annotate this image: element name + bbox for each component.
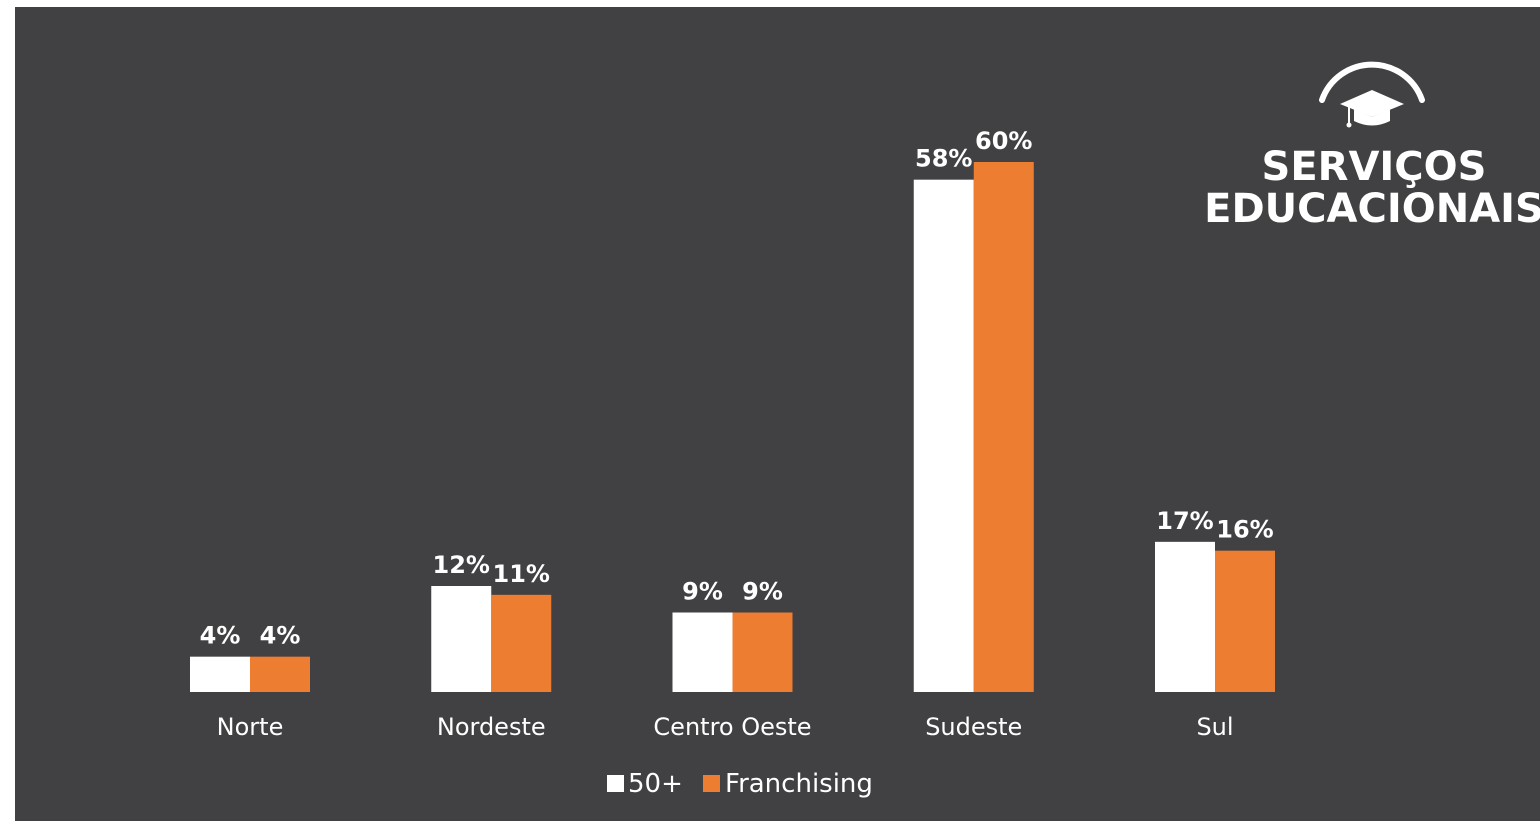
bar-franchising-centro-oeste xyxy=(732,612,793,692)
value-label-franchising-norte: 4% xyxy=(260,622,301,650)
bar-franchising-nordeste xyxy=(491,594,552,692)
value-label-franchising-sudeste: 60% xyxy=(975,127,1032,155)
legend-swatch-franchising xyxy=(703,775,720,792)
value-label-50plus-norte: 4% xyxy=(200,622,241,650)
value-label-franchising-sul: 16% xyxy=(1216,516,1273,544)
category-label-norte: Norte xyxy=(217,713,284,741)
value-label-50plus-sudeste: 58% xyxy=(915,145,972,173)
bar-franchising-sul xyxy=(1215,550,1275,692)
bar-50plus-norte xyxy=(190,656,250,692)
value-label-50plus-centro-oeste: 9% xyxy=(682,578,723,606)
bar-franchising-sudeste xyxy=(973,162,1034,692)
category-label-nordeste: Nordeste xyxy=(437,713,546,741)
category-labels-layer: Norte Nordeste Centro Oeste Sudeste Sul xyxy=(217,713,1234,741)
legend-label-50plus: 50+ xyxy=(628,769,683,799)
category-label-sudeste: Sudeste xyxy=(925,713,1022,741)
value-label-franchising-nordeste: 11% xyxy=(493,560,550,588)
bar-50plus-nordeste xyxy=(431,586,492,692)
logo-line-2: EDUCACIONAIS xyxy=(1204,186,1540,232)
graduation-cap-icon xyxy=(1319,61,1425,128)
value-label-50plus-sul: 17% xyxy=(1156,507,1213,535)
category-label-sul: Sul xyxy=(1196,713,1233,741)
legend-swatch-50plus xyxy=(607,775,624,792)
bar-franchising-norte xyxy=(250,656,310,692)
bar-50plus-centro-oeste xyxy=(672,612,733,692)
bar-50plus-sudeste xyxy=(913,179,974,692)
bar-50plus-sul xyxy=(1155,541,1215,692)
legend-label-franchising: Franchising xyxy=(725,769,873,799)
logo-line-1: SERVIÇOS xyxy=(1262,144,1487,190)
bars-layer xyxy=(190,162,1275,692)
value-label-50plus-nordeste: 12% xyxy=(433,551,490,579)
value-label-franchising-centro-oeste: 9% xyxy=(742,578,783,606)
logo: SERVIÇOS EDUCACIONAIS xyxy=(1204,61,1540,232)
legend: 50+ Franchising xyxy=(607,769,873,799)
category-label-centro-oeste: Centro Oeste xyxy=(653,713,811,741)
value-labels-layer: 4% 4% 12% 11% 9% 9% 58%60% 17% 16% xyxy=(200,127,1274,650)
